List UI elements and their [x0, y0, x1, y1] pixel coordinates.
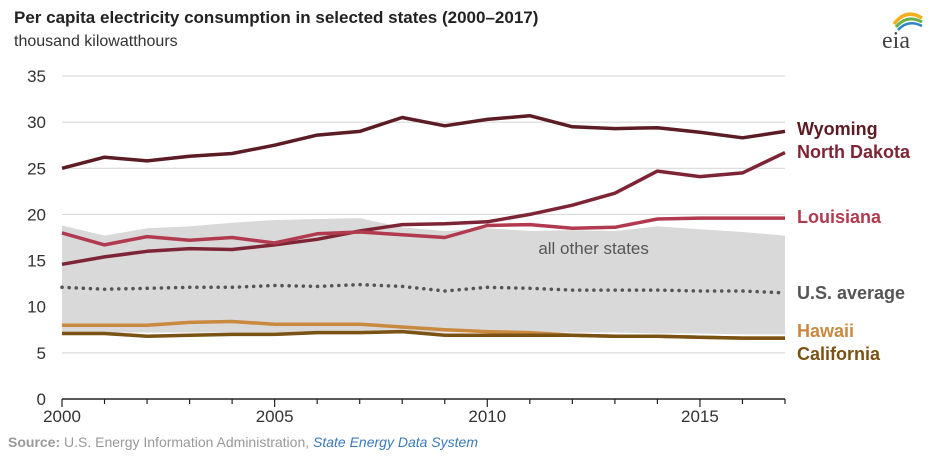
series-label-hawaii: Hawaii — [797, 321, 854, 341]
x-ticks: 2000 2005 2010 2015 — [43, 399, 786, 426]
y-tick-labels: 0 5 10 15 20 25 30 35 — [27, 67, 46, 409]
x-tick-label: 2005 — [256, 407, 294, 426]
y-tick-label: 10 — [27, 298, 46, 317]
series-label-louisiana: Louisiana — [797, 207, 882, 227]
eia-logo-text: eia — [882, 28, 910, 52]
chart-title: Per capita electricity consumption in se… — [14, 8, 539, 27]
series-lines — [60, 113, 787, 340]
y-tick-label: 30 — [27, 113, 46, 132]
series-line-north-dakota — [61, 151, 786, 267]
y-tick-label: 35 — [27, 67, 46, 86]
source-link[interactable]: State Energy Data System — [313, 434, 478, 450]
series-label-us-average: U.S. average — [797, 283, 905, 303]
y-tick-label: 15 — [27, 252, 46, 271]
series-line-wyoming — [61, 113, 786, 170]
source-label: Source: — [8, 434, 61, 450]
y-tick-label: 20 — [27, 205, 46, 224]
series-label-california: California — [797, 344, 881, 364]
source-note: Source: U.S. Energy Information Administ… — [8, 434, 478, 450]
y-tick-label: 0 — [37, 390, 46, 409]
series-labels: Wyoming North Dakota Louisiana U.S. average… — [797, 119, 911, 364]
y-axis-unit-label: thousand kilowatthours — [14, 33, 178, 50]
y-tick-label: 5 — [37, 344, 46, 363]
series-label-north-dakota: North Dakota — [797, 142, 911, 162]
series-label-wyoming: Wyoming — [797, 119, 878, 139]
y-tick-label: 25 — [27, 159, 46, 178]
source-text: U.S. Energy Information Administration, — [60, 434, 314, 450]
series-line-us-average — [60, 282, 787, 295]
band-label: all other states — [538, 239, 649, 258]
eia-logo: eia — [882, 12, 923, 52]
x-tick-label: 2010 — [468, 407, 506, 426]
x-tick-label: 2015 — [681, 407, 719, 426]
series-line-louisiana — [61, 216, 785, 247]
series-line-california — [62, 329, 785, 340]
x-tick-label: 2000 — [43, 407, 81, 426]
